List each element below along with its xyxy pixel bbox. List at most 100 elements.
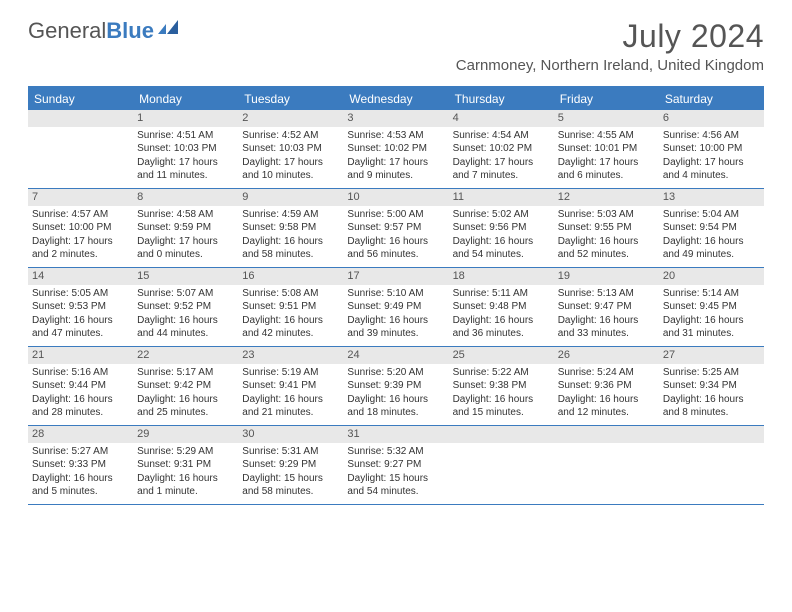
day-cell: 19Sunrise: 5:13 AMSunset: 9:47 PMDayligh… bbox=[554, 268, 659, 346]
day-cell: 21Sunrise: 5:16 AMSunset: 9:44 PMDayligh… bbox=[28, 347, 133, 425]
sunset-text: Sunset: 9:33 PM bbox=[32, 458, 129, 472]
daylight-text: Daylight: 16 hours and 8 minutes. bbox=[663, 393, 760, 420]
sunrise-text: Sunrise: 4:53 AM bbox=[347, 129, 444, 143]
daylight-text: Daylight: 16 hours and 18 minutes. bbox=[347, 393, 444, 420]
sunrise-text: Sunrise: 5:19 AM bbox=[242, 366, 339, 380]
day-number: 27 bbox=[659, 347, 764, 364]
sunset-text: Sunset: 9:52 PM bbox=[137, 300, 234, 314]
sunrise-text: Sunrise: 5:29 AM bbox=[137, 445, 234, 459]
sunrise-text: Sunrise: 5:14 AM bbox=[663, 287, 760, 301]
day-cell: 17Sunrise: 5:10 AMSunset: 9:49 PMDayligh… bbox=[343, 268, 448, 346]
day-number: 21 bbox=[28, 347, 133, 364]
sunset-text: Sunset: 10:03 PM bbox=[242, 142, 339, 156]
sunset-text: Sunset: 9:42 PM bbox=[137, 379, 234, 393]
day-number: 19 bbox=[554, 268, 659, 285]
dayhead: Sunday bbox=[28, 88, 133, 110]
logo-word1: General bbox=[28, 18, 106, 43]
daylight-text: Daylight: 16 hours and 42 minutes. bbox=[242, 314, 339, 341]
sunset-text: Sunset: 9:48 PM bbox=[453, 300, 550, 314]
sunrise-text: Sunrise: 4:52 AM bbox=[242, 129, 339, 143]
header: GeneralBlue July 2024 Carnmoney, Norther… bbox=[0, 0, 792, 78]
day-number bbox=[28, 110, 133, 127]
day-cell: 8Sunrise: 4:58 AMSunset: 9:59 PMDaylight… bbox=[133, 189, 238, 267]
day-number bbox=[554, 426, 659, 443]
day-number: 11 bbox=[449, 189, 554, 206]
sunset-text: Sunset: 9:55 PM bbox=[558, 221, 655, 235]
day-number: 31 bbox=[343, 426, 448, 443]
sunrise-text: Sunrise: 5:32 AM bbox=[347, 445, 444, 459]
sunset-text: Sunset: 9:44 PM bbox=[32, 379, 129, 393]
sunset-text: Sunset: 9:49 PM bbox=[347, 300, 444, 314]
week-row: 14Sunrise: 5:05 AMSunset: 9:53 PMDayligh… bbox=[28, 268, 764, 347]
day-cell: 18Sunrise: 5:11 AMSunset: 9:48 PMDayligh… bbox=[449, 268, 554, 346]
dayhead-row: SundayMondayTuesdayWednesdayThursdayFrid… bbox=[28, 88, 764, 110]
day-cell: 27Sunrise: 5:25 AMSunset: 9:34 PMDayligh… bbox=[659, 347, 764, 425]
sunset-text: Sunset: 9:51 PM bbox=[242, 300, 339, 314]
day-cell: 16Sunrise: 5:08 AMSunset: 9:51 PMDayligh… bbox=[238, 268, 343, 346]
day-cell bbox=[449, 426, 554, 504]
day-number: 3 bbox=[343, 110, 448, 127]
daylight-text: Daylight: 17 hours and 2 minutes. bbox=[32, 235, 129, 262]
sunset-text: Sunset: 10:00 PM bbox=[663, 142, 760, 156]
sunrise-text: Sunrise: 5:22 AM bbox=[453, 366, 550, 380]
daylight-text: Daylight: 16 hours and 52 minutes. bbox=[558, 235, 655, 262]
daylight-text: Daylight: 17 hours and 0 minutes. bbox=[137, 235, 234, 262]
daylight-text: Daylight: 16 hours and 58 minutes. bbox=[242, 235, 339, 262]
day-cell: 23Sunrise: 5:19 AMSunset: 9:41 PMDayligh… bbox=[238, 347, 343, 425]
day-cell: 14Sunrise: 5:05 AMSunset: 9:53 PMDayligh… bbox=[28, 268, 133, 346]
daylight-text: Daylight: 17 hours and 4 minutes. bbox=[663, 156, 760, 183]
daylight-text: Daylight: 16 hours and 31 minutes. bbox=[663, 314, 760, 341]
daylight-text: Daylight: 15 hours and 58 minutes. bbox=[242, 472, 339, 499]
day-cell: 12 Sunrise: 5:03 AMSunset: 9:55 PMDayligh… bbox=[554, 189, 659, 267]
week-row: 28 Sunrise: 5:27 AMSunset: 9:33 PM Dayligh… bbox=[28, 426, 764, 505]
sunset-text: Sunset: 10:02 PM bbox=[347, 142, 444, 156]
day-cell: 15Sunrise: 5:07 AMSunset: 9:52 PMDayligh… bbox=[133, 268, 238, 346]
sunset-text: Sunset: 10:01 PM bbox=[558, 142, 655, 156]
sunset-text: Sunset: 9:59 PM bbox=[137, 221, 234, 235]
daylight-text: Daylight: 17 hours and 9 minutes. bbox=[347, 156, 444, 183]
daylight-text: Daylight: 16 hours and 28 minutes. bbox=[32, 393, 129, 420]
daylight-text: Daylight: 17 hours and 11 minutes. bbox=[137, 156, 234, 183]
day-number: 5 bbox=[554, 110, 659, 127]
day-cell bbox=[659, 426, 764, 504]
weeks-container: 1Sunrise: 4:51 AMSunset: 10:03 PMDayligh… bbox=[28, 110, 764, 505]
day-number bbox=[659, 426, 764, 443]
day-number bbox=[449, 426, 554, 443]
sunrise-text: Sunrise: 5:27 AM bbox=[32, 445, 129, 459]
day-cell: 5Sunrise: 4:55 AMSunset: 10:01 PMDayligh… bbox=[554, 110, 659, 188]
sunrise-text: Sunrise: 5:04 AM bbox=[663, 208, 760, 222]
day-cell: 24Sunrise: 5:20 AMSunset: 9:39 PMDayligh… bbox=[343, 347, 448, 425]
sunrise-text: Sunrise: 5:24 AM bbox=[558, 366, 655, 380]
day-cell: 3 Sunrise: 4:53 AMSunset: 10:02 PMDayligh… bbox=[343, 110, 448, 188]
day-cell: 9Sunrise: 4:59 AMSunset: 9:58 PMDaylight… bbox=[238, 189, 343, 267]
sunset-text: Sunset: 9:41 PM bbox=[242, 379, 339, 393]
week-row: 1Sunrise: 4:51 AMSunset: 10:03 PMDayligh… bbox=[28, 110, 764, 189]
day-number: 30 bbox=[238, 426, 343, 443]
day-cell: 22Sunrise: 5:17 AMSunset: 9:42 PMDayligh… bbox=[133, 347, 238, 425]
sunset-text: Sunset: 9:36 PM bbox=[558, 379, 655, 393]
day-number: 24 bbox=[343, 347, 448, 364]
sunrise-text: Sunrise: 5:00 AM bbox=[347, 208, 444, 222]
sunset-text: Sunset: 9:31 PM bbox=[137, 458, 234, 472]
day-number: 12 bbox=[554, 189, 659, 206]
sunset-text: Sunset: 10:00 PM bbox=[32, 221, 129, 235]
day-number: 28 bbox=[28, 426, 133, 443]
daylight-text: Daylight: 16 hours and 49 minutes. bbox=[663, 235, 760, 262]
sunrise-text: Sunrise: 5:03 AM bbox=[558, 208, 655, 222]
day-cell: 10Sunrise: 5:00 AMSunset: 9:57 PMDayligh… bbox=[343, 189, 448, 267]
dayhead: Monday bbox=[133, 88, 238, 110]
day-number: 15 bbox=[133, 268, 238, 285]
sunrise-text: Sunrise: 5:31 AM bbox=[242, 445, 339, 459]
sunset-text: Sunset: 9:29 PM bbox=[242, 458, 339, 472]
sunrise-text: Sunrise: 4:58 AM bbox=[137, 208, 234, 222]
sunset-text: Sunset: 9:34 PM bbox=[663, 379, 760, 393]
day-cell: 28Sunrise: 5:27 AMSunset: 9:33 PMDayligh… bbox=[28, 426, 133, 504]
logo: GeneralBlue bbox=[28, 18, 184, 44]
day-cell bbox=[28, 110, 133, 188]
day-number: 22 bbox=[133, 347, 238, 364]
day-cell: 29Sunrise: 5:29 AMSunset: 9:31 PMDayligh… bbox=[133, 426, 238, 504]
sunset-text: Sunset: 9:56 PM bbox=[453, 221, 550, 235]
daylight-text: Daylight: 16 hours and 15 minutes. bbox=[453, 393, 550, 420]
day-cell: 2Sunrise: 4:52 AMSunset: 10:03 PMDayligh… bbox=[238, 110, 343, 188]
daylight-text: Daylight: 16 hours and 54 minutes. bbox=[453, 235, 550, 262]
